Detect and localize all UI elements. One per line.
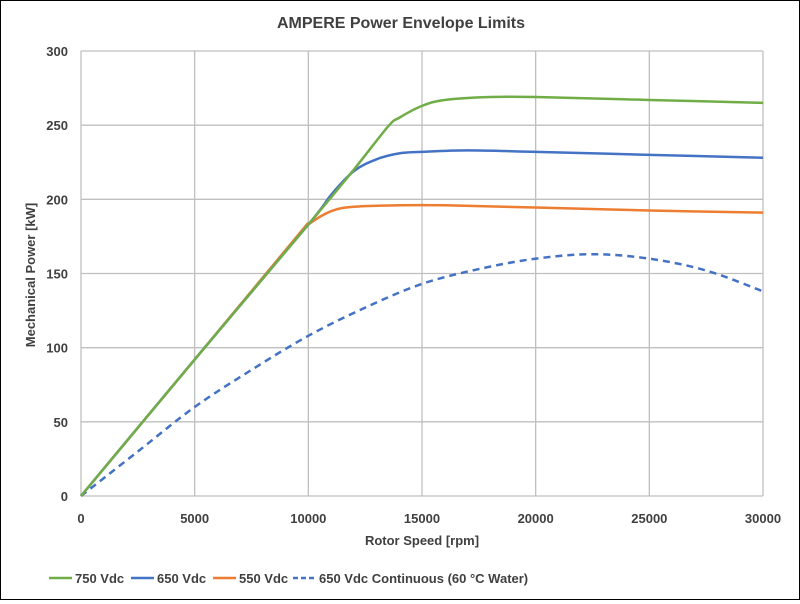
legend-label: 650 Vdc (157, 571, 206, 586)
legend-label: 650 Vdc Continuous (60 °C Water) (319, 571, 528, 586)
x-tick-label: 5000 (180, 511, 209, 526)
x-axis-title: Rotor Speed [rpm] (365, 533, 479, 548)
legend-label: 550 Vdc (239, 571, 288, 586)
legend-label: 750 Vdc (75, 571, 124, 586)
tick-labels: 0 5000 10000 15000 20000 25000 30000 0 50 100 150 2… (46, 44, 781, 526)
y-tick-label: 100 (46, 341, 68, 356)
x-tick-label: 20000 (518, 511, 554, 526)
y-axis-title: Mechanical Power [kW] (23, 203, 38, 347)
y-tick-label: 150 (46, 267, 68, 282)
y-tick-label: 300 (46, 44, 68, 59)
y-tick-label: 50 (54, 415, 68, 430)
x-tick-label: 25000 (631, 511, 667, 526)
series-lines (80, 95, 764, 497)
x-tick-label: 10000 (290, 511, 326, 526)
series-line-0 (80, 95, 764, 497)
y-tick-label: 250 (46, 118, 68, 133)
y-tick-label: 0 (61, 489, 68, 504)
gridlines (80, 50, 764, 497)
x-tick-label: 30000 (745, 511, 781, 526)
chart-title: AMPERE Power Envelope Limits (277, 15, 525, 32)
x-tick-label: 15000 (404, 511, 440, 526)
x-tick-label: 0 (77, 511, 84, 526)
legend: 750 Vdc 650 Vdc 550 Vdc 650 Vdc Continuous … (49, 571, 528, 586)
y-tick-label: 200 (46, 192, 68, 207)
